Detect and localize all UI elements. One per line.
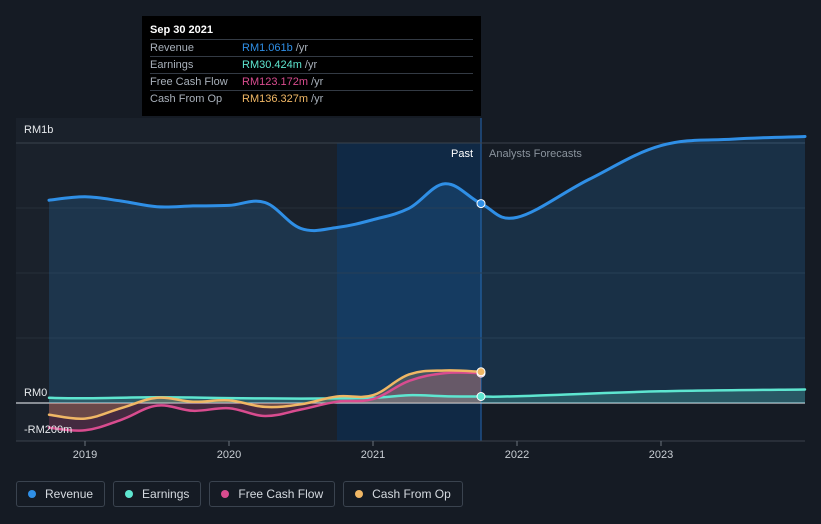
tooltip-unit: /yr bbox=[311, 93, 324, 105]
legend-item-revenue[interactable]: Revenue bbox=[16, 481, 106, 507]
series-marker-earnings bbox=[476, 392, 486, 401]
tooltip-value: RM1.061b bbox=[242, 42, 293, 54]
legend-label: Earnings bbox=[142, 487, 190, 501]
chart-tooltip: Sep 30 2021 Revenue RM1.061b /yr Earning… bbox=[142, 16, 481, 116]
tooltip-unit: /yr bbox=[311, 76, 324, 88]
series-area-free-cash-flow bbox=[49, 372, 481, 431]
tooltip-unit: /yr bbox=[295, 42, 308, 54]
tooltip-label: Free Cash Flow bbox=[150, 76, 228, 88]
tooltip-value: RM123.172m bbox=[242, 76, 309, 88]
tooltip-unit: /yr bbox=[304, 59, 318, 71]
y-label-bottom: -RM200m bbox=[24, 424, 72, 436]
tooltip-date: Sep 30 2021 bbox=[150, 24, 213, 36]
tooltip-row-revenue: Revenue RM1.061b /yr bbox=[150, 39, 473, 56]
highlight-region bbox=[337, 143, 481, 441]
legend-item-free-cash-flow[interactable]: Free Cash Flow bbox=[209, 481, 336, 507]
legend-dot-icon bbox=[125, 490, 134, 498]
tooltip-row-free-cash-flow: Free Cash Flow RM123.172m /yr bbox=[150, 73, 473, 90]
series-line-cash-from-op bbox=[47, 369, 483, 421]
tooltip-label: Revenue bbox=[150, 42, 195, 54]
legend-dot-icon bbox=[221, 490, 230, 498]
series-line-revenue bbox=[47, 135, 807, 233]
x-tick-label: 2021 bbox=[361, 449, 385, 461]
legend-item-earnings[interactable]: Earnings bbox=[113, 481, 202, 507]
legend-dot-icon bbox=[355, 490, 364, 498]
x-tick-label: 2020 bbox=[217, 449, 241, 461]
series-marker-cash-from-op bbox=[476, 367, 486, 377]
legend-label: Cash From Op bbox=[372, 487, 451, 501]
forecast-label: Analysts Forecasts bbox=[489, 148, 582, 160]
chart-legend: Revenue Earnings Free Cash Flow Cash Fro… bbox=[16, 481, 463, 507]
tooltip-label: Cash From Op bbox=[150, 93, 223, 105]
x-tick-label: 2019 bbox=[73, 449, 97, 461]
series-line-free-cash-flow bbox=[47, 371, 483, 432]
tooltip-label: Earnings bbox=[150, 59, 194, 71]
tooltip-row-cash-from-op: Cash From Op RM136.327m /yr bbox=[150, 90, 473, 107]
series-area-revenue bbox=[49, 136, 805, 403]
x-tick-label: 2023 bbox=[649, 449, 673, 461]
y-label-top: RM1b bbox=[24, 124, 53, 136]
legend-label: Revenue bbox=[45, 487, 94, 501]
legend-label: Free Cash Flow bbox=[238, 487, 324, 501]
legend-dot-icon bbox=[28, 490, 36, 498]
x-tick-label: 2022 bbox=[505, 449, 529, 461]
tooltip-row-earnings: Earnings RM30.424m /yr bbox=[150, 56, 473, 73]
legend-item-cash-from-op[interactable]: Cash From Op bbox=[343, 481, 463, 507]
past-label: Past bbox=[451, 148, 473, 160]
series-marker-revenue bbox=[476, 199, 486, 209]
y-label-zero: RM0 bbox=[24, 387, 47, 399]
tooltip-value: RM136.327m bbox=[242, 93, 309, 105]
tooltip-value: RM30.424m bbox=[242, 59, 302, 71]
